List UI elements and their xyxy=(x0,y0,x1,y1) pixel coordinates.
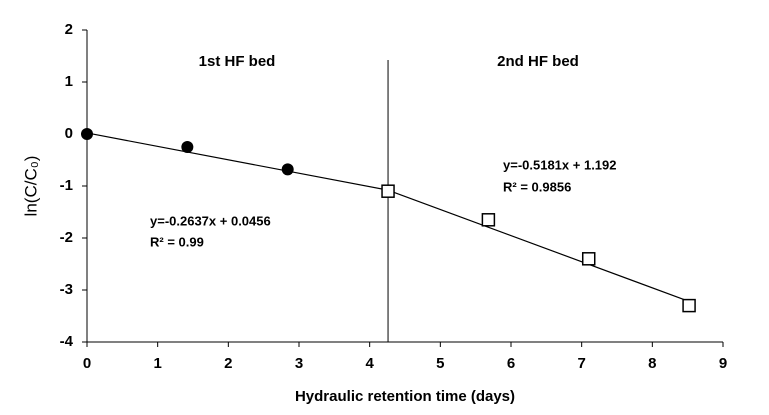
x-tick-label: 4 xyxy=(365,355,374,372)
annotation: y=-0.5181x + 1.192 xyxy=(503,157,617,172)
x-tick-label: 5 xyxy=(436,355,444,372)
y-tick-label: -1 xyxy=(60,177,73,194)
x-tick-label: 9 xyxy=(719,355,727,372)
point xyxy=(481,213,496,227)
point xyxy=(281,163,294,176)
y-tick-label: 2 xyxy=(65,21,73,38)
y-tick-label: 1 xyxy=(65,73,73,90)
annotation: 1st HF bed xyxy=(199,53,276,70)
x-tick-label: 2 xyxy=(224,355,232,372)
y-tick-label: -3 xyxy=(60,281,73,298)
y-tick-label: 0 xyxy=(65,125,73,142)
point xyxy=(682,298,696,313)
annotation: R² = 0.99 xyxy=(150,234,204,249)
x-tick-label: 3 xyxy=(295,355,303,372)
x-tick-label: 0 xyxy=(83,355,91,372)
x-axis-label: Hydraulic retention time (days) xyxy=(295,388,515,405)
y-tick-label: -2 xyxy=(60,229,73,246)
annotation: R² = 0.9856 xyxy=(503,179,571,194)
y-axis-label: ln(C/C₀) xyxy=(21,156,40,217)
annotation: y=-0.2637x + 0.0456 xyxy=(150,213,271,228)
x-tick-label: 6 xyxy=(507,355,515,372)
point xyxy=(381,184,395,198)
trendline xyxy=(387,189,690,303)
annotation: 2nd HF bed xyxy=(497,53,579,70)
y-tick-label: -4 xyxy=(60,333,74,350)
point xyxy=(181,141,194,153)
x-tick-label: 1 xyxy=(153,355,161,372)
point xyxy=(81,128,93,140)
x-tick-label: 7 xyxy=(577,355,585,372)
x-tick-label: 8 xyxy=(648,355,656,372)
point xyxy=(581,252,596,266)
trendline xyxy=(86,132,389,191)
